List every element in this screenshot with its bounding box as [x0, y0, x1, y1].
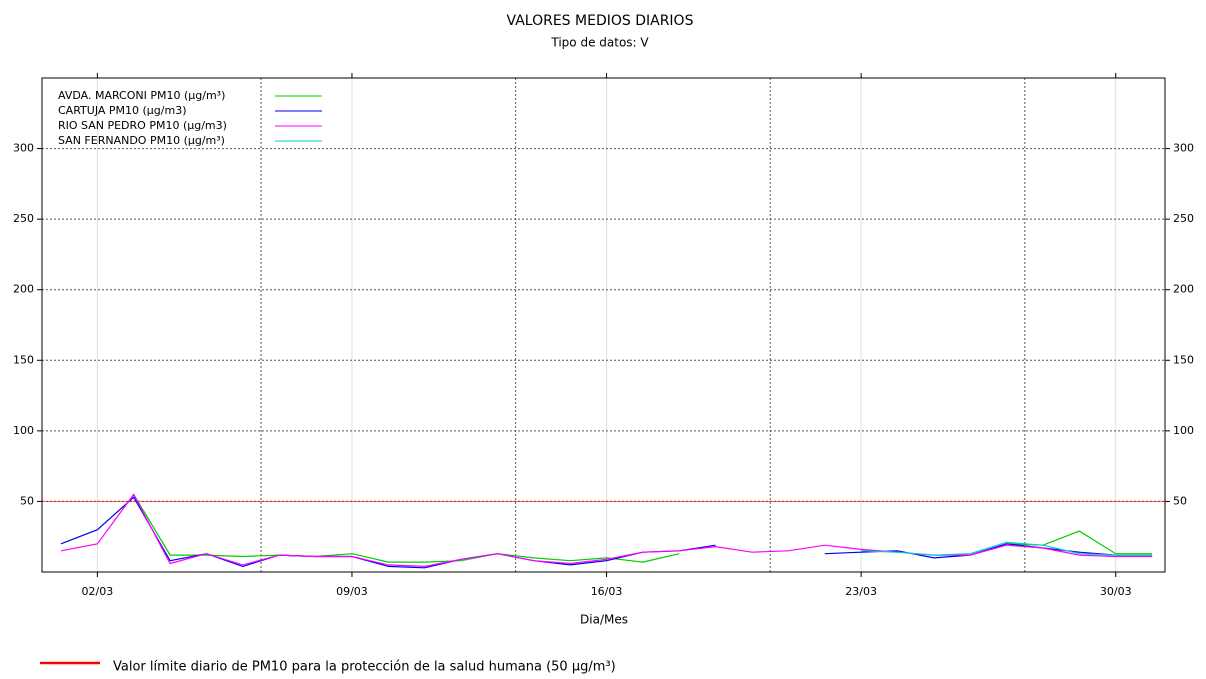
plot-frame	[41, 77, 1166, 573]
y-tick-label: 50	[20, 494, 34, 507]
series-line	[60, 493, 1153, 568]
x-axis-label: Dia/Mes	[580, 613, 628, 627]
legend-label: AVDA. MARCONI PM10 (µg/m³)	[58, 89, 225, 102]
y2-tick-label: 150	[1173, 353, 1194, 366]
chart-subtitle: Tipo de datos: V	[550, 36, 649, 50]
y2-tick-label: 200	[1173, 283, 1194, 296]
y2-tick-label: 250	[1173, 212, 1194, 225]
y-tick-label: 250	[13, 212, 34, 225]
threshold-legend-label: Valor límite diario de PM10 para la prot…	[113, 660, 616, 675]
legend-label: RIO SAN PEDRO PM10 (µg/m3)	[58, 119, 227, 132]
legend-label: CARTUJA PM10 (µg/m3)	[58, 104, 187, 117]
x-tick-label: 09/03	[336, 585, 368, 598]
y-tick-label: 200	[13, 283, 34, 296]
y-tick-label: 300	[13, 142, 34, 155]
legend-label: SAN FERNANDO PM10 (µg/m³)	[58, 134, 225, 147]
y-tick-label: 150	[13, 353, 34, 366]
y2-tick-label: 100	[1173, 424, 1194, 437]
y-tick-label: 100	[13, 424, 34, 437]
y2-tick-label: 300	[1173, 142, 1194, 155]
x-tick-label: 30/03	[1100, 585, 1132, 598]
x-tick-label: 02/03	[82, 585, 114, 598]
chart-title: VALORES MEDIOS DIARIOS	[507, 13, 694, 29]
series-line	[861, 541, 1153, 556]
x-tick-label: 16/03	[591, 585, 623, 598]
x-tick-label: 23/03	[845, 585, 877, 598]
y2-tick-label: 50	[1173, 494, 1187, 507]
